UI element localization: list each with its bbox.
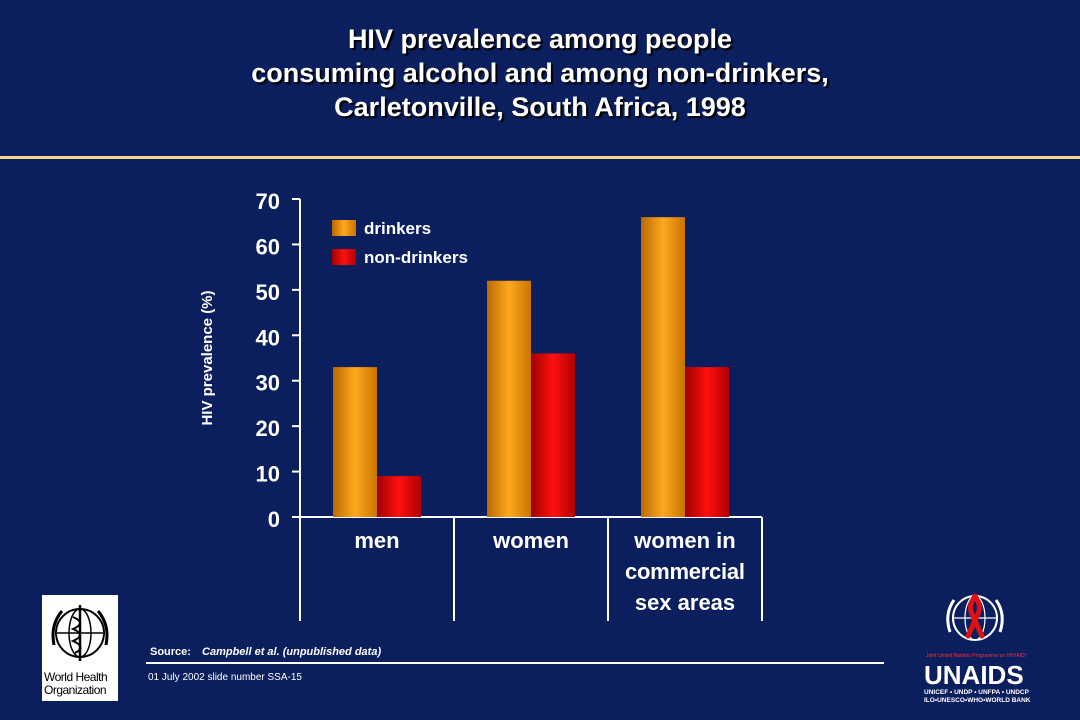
y-tick-label: 60 — [256, 234, 280, 259]
bar-drinkers-2 — [641, 217, 685, 517]
unaids-wordmark: UNAIDS — [924, 660, 1028, 691]
y-tick-label: 10 — [256, 462, 280, 487]
title-line-2: consuming alcohol and among non-drinkers… — [251, 58, 829, 88]
bar-non-drinkers-2 — [685, 367, 729, 517]
who-logo: World Health Organization — [42, 595, 118, 701]
bar-non-drinkers-1 — [531, 353, 575, 517]
y-tick-label: 30 — [256, 371, 280, 396]
slide-title: HIV prevalence among people consuming al… — [0, 22, 1080, 124]
who-text-line-1: World Health — [44, 670, 108, 684]
legend-label-non-drinkers: non-drinkers — [364, 248, 468, 267]
unaids-logo — [922, 588, 1028, 706]
y-tick-label: 0 — [268, 507, 280, 532]
category-label: men — [354, 528, 399, 553]
title-divider — [0, 156, 1080, 159]
who-text-line-2: Organization — [44, 683, 107, 697]
bar-drinkers-1 — [487, 280, 531, 517]
unaids-cosponsors-line-2: ILO•UNESCO•WHO•WORLD BANK — [924, 697, 1031, 704]
bar-non-drinkers-0 — [377, 476, 421, 517]
bar-drinkers-0 — [333, 367, 377, 517]
unaids-tagline: Joint United Nations Programme on HIV/AI… — [926, 653, 1026, 659]
unaids-cosponsors: UNICEF • UNDP • UNFPA • UNDCP ILO•UNESCO… — [924, 689, 1031, 705]
legend-swatch-drinkers — [332, 220, 356, 236]
slide-number: 01 July 2002 slide number SSA-15 — [148, 672, 302, 683]
source-divider — [146, 662, 884, 664]
source-text: Campbell et al. (unpublished data) — [202, 646, 382, 658]
legend-label-drinkers: drinkers — [364, 219, 431, 238]
source-label: Source: — [150, 646, 191, 658]
y-axis-label: HIV prevalence (%) — [199, 290, 216, 425]
title-line-3: Carletonville, South Africa, 1998 — [334, 92, 746, 122]
unaids-cosponsors-line-1: UNICEF • UNDP • UNFPA • UNDCP — [924, 689, 1029, 696]
category-label: sex areas — [635, 590, 735, 615]
category-label: women — [492, 528, 569, 553]
y-tick-label: 70 — [256, 189, 280, 214]
category-label: commercial — [625, 559, 745, 584]
title-line-1: HIV prevalence among people — [347, 24, 733, 54]
source-note: Source: Campbell et al. (unpublished dat… — [150, 646, 381, 658]
category-label: women in — [633, 528, 735, 553]
unaids-emblem-icon — [946, 593, 1004, 641]
legend-swatch-non-drinkers — [332, 249, 356, 265]
y-tick-label: 20 — [256, 416, 280, 441]
y-tick-label: 50 — [256, 280, 280, 305]
y-tick-label: 40 — [256, 325, 280, 350]
who-logo-text: World Health Organization — [44, 671, 118, 697]
who-emblem-icon — [51, 605, 109, 661]
